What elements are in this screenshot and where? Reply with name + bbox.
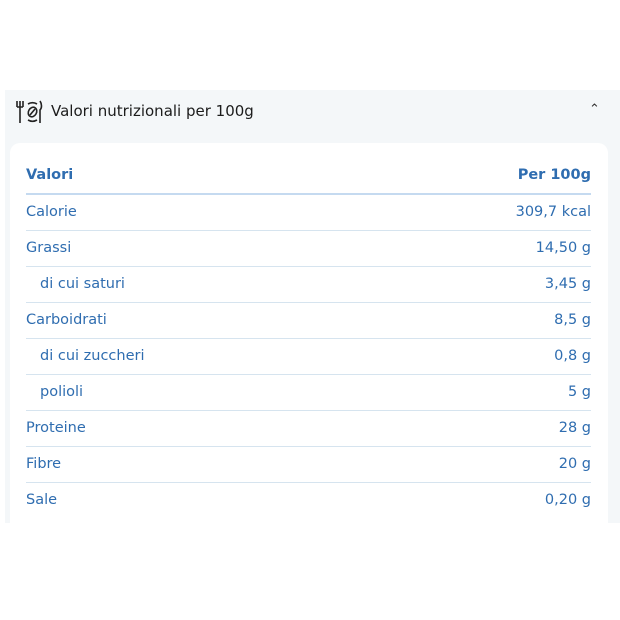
row-label: Grassi [26, 240, 72, 256]
chevron-up-icon[interactable]: ⌃ [589, 102, 600, 117]
table-row: Carboidrati 8,5 g [26, 302, 591, 339]
table-row: Proteine 28 g [26, 410, 591, 447]
row-value: 14,50 g [535, 240, 591, 256]
plate-fork-knife-leaf-icon [16, 100, 43, 123]
table-header: Valori Per 100g [26, 157, 591, 195]
row-label: Calorie [26, 204, 77, 220]
accordion-header[interactable]: Valori nutrizionali per 100g ⌃ [5, 90, 620, 134]
section-title: Valori nutrizionali per 100g [51, 102, 254, 120]
row-label: Sale [26, 492, 58, 508]
header-label: Valori [26, 167, 74, 183]
row-value: 5 g [567, 384, 591, 400]
row-value: 3,45 g [544, 276, 591, 292]
row-value: 8,5 g [554, 312, 591, 328]
table-row: polioli 5 g [26, 374, 591, 411]
row-value: 0,20 g [544, 492, 591, 508]
table-row: Fibre 20 g [26, 446, 591, 483]
row-value: 20 g [558, 456, 591, 472]
nutrition-table: Valori Per 100g Calorie 309,7 kcal Grassi 1… [10, 143, 608, 523]
table-row: Grassi 14,50 g [26, 230, 591, 267]
nutrition-accordion: Valori nutrizionali per 100g ⌃ Valori Pe… [5, 90, 620, 523]
row-value: 28 g [558, 420, 591, 436]
table-row: Sale 0,20 g [26, 482, 591, 518]
table-row: di cui saturi 3,45 g [26, 266, 591, 303]
row-label: di cui zuccheri [40, 348, 145, 364]
row-label: Proteine [26, 420, 86, 436]
row-label: di cui saturi [40, 276, 125, 292]
row-label: Fibre [26, 456, 62, 472]
header-value: Per 100g [517, 167, 591, 183]
table-row: di cui zuccheri 0,8 g [26, 338, 591, 375]
table-row: Calorie 309,7 kcal [26, 194, 591, 231]
row-label: polioli [40, 384, 84, 400]
row-label: Carboidrati [26, 312, 107, 328]
row-value: 309,7 kcal [515, 204, 591, 220]
row-value: 0,8 g [554, 348, 591, 364]
